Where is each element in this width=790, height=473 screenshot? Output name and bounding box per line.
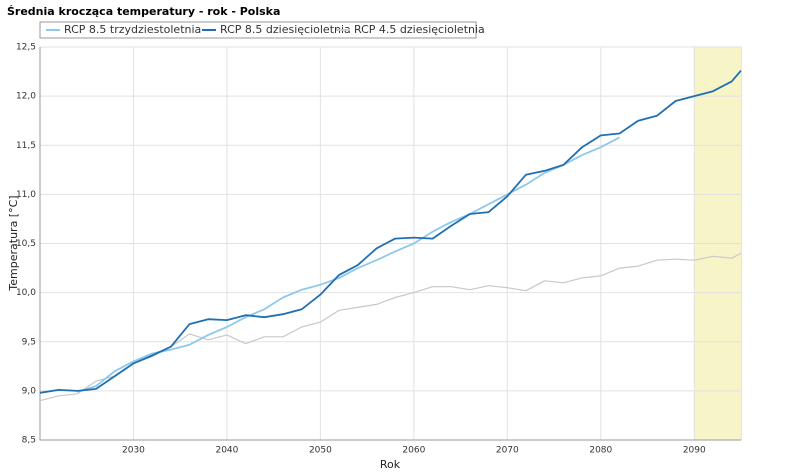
series-line: [39, 70, 742, 394]
y-tick-label: 10,0: [16, 288, 36, 298]
y-tick-label: 11,0: [16, 190, 36, 200]
y-tick-label: 9,0: [22, 386, 37, 396]
x-tick-label: 2040: [215, 446, 238, 456]
x-tick-label: 2080: [589, 446, 612, 456]
y-tick-label: 11,5: [16, 141, 36, 151]
y-tick-label: 12,5: [16, 43, 36, 53]
y-tick-label: 9,5: [22, 337, 36, 347]
x-tick-label: 2070: [496, 446, 519, 456]
legend-label: RCP 4.5 dziesięcioletnia: [354, 23, 485, 36]
x-tick-label: 2090: [683, 446, 706, 456]
series-line: [77, 136, 620, 393]
y-tick-label: 10,5: [16, 239, 36, 249]
legend-box: [39, 21, 477, 39]
y-axis-title: Temperatura [°C]: [7, 195, 20, 291]
x-tick-label: 2030: [122, 446, 145, 456]
chart-title: Średnia krocząca temperatury - rok - Pol…: [7, 5, 280, 18]
x-axis-title: Rok: [380, 458, 401, 471]
y-tick-label: 12,0: [16, 92, 36, 102]
x-tick-label: 2060: [402, 446, 425, 456]
legend-label: RCP 8.5 dziesięcioletnia: [220, 23, 351, 36]
x-tick-label: 2050: [309, 446, 332, 456]
y-tick-label: 8,5: [22, 436, 36, 446]
legend-label: RCP 8.5 trzydziestoletnia: [64, 23, 201, 36]
